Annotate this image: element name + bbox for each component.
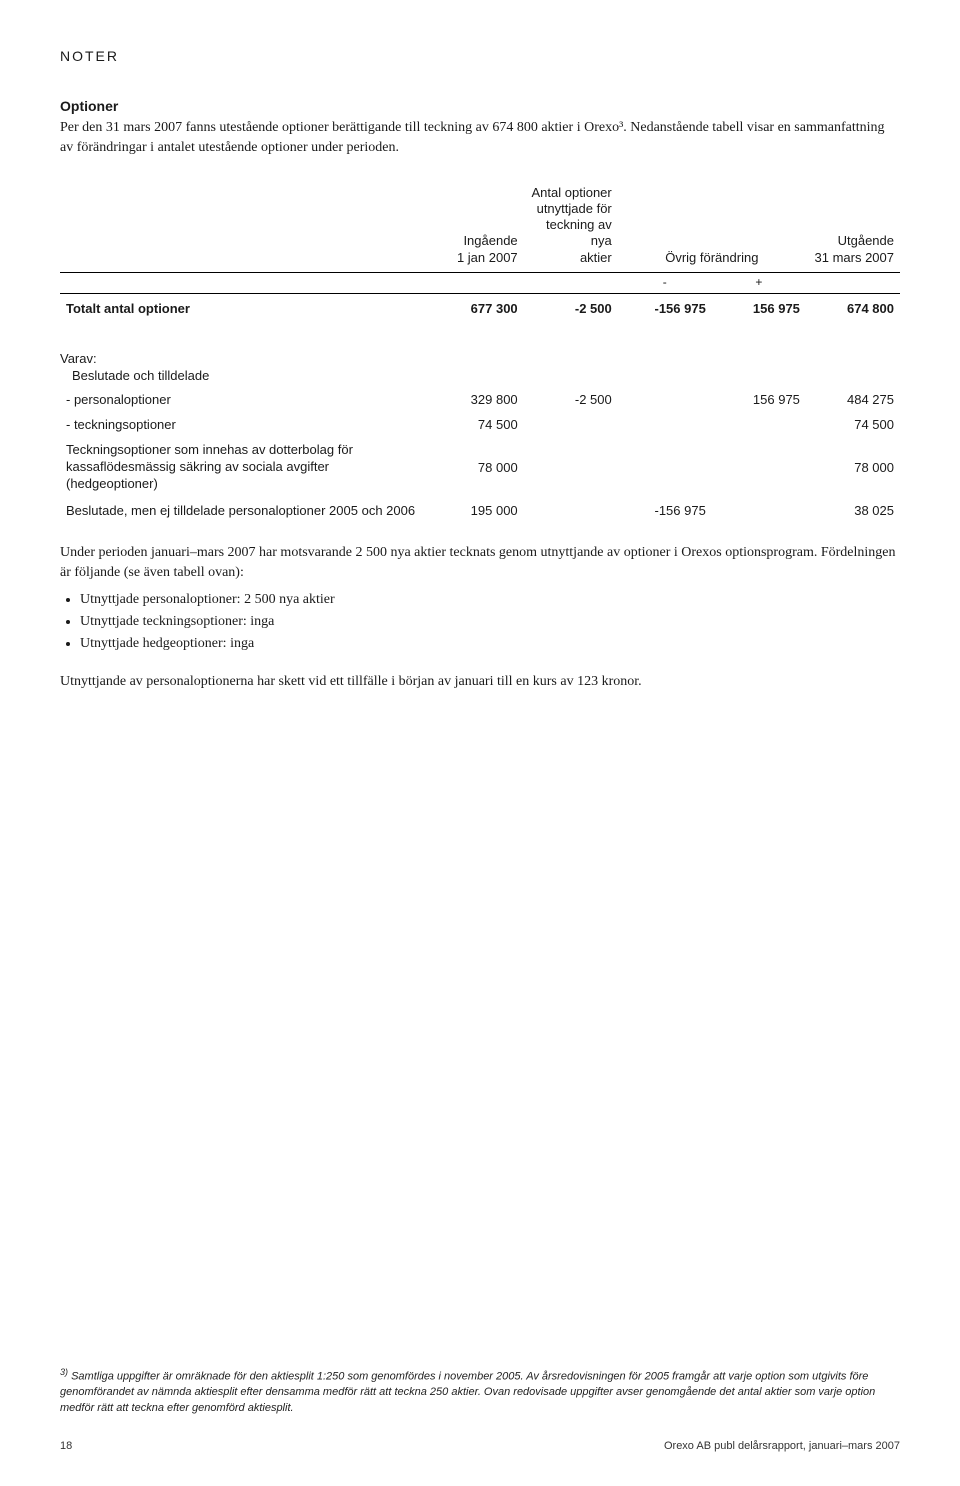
cell [524, 437, 618, 498]
options-title: Optioner [60, 98, 900, 114]
options-summary-table: Ingående 1 jan 2007 Antal optioner utnyt… [60, 181, 900, 323]
list-item: Utnyttjade personaloptioner: 2 500 nya a… [80, 589, 900, 610]
sign-minus: - [618, 272, 712, 293]
options-intro: Per den 31 mars 2007 fanns utestående op… [60, 118, 900, 159]
total-c2: -2 500 [524, 293, 618, 323]
body-paragraph: Under perioden januari–mars 2007 har mot… [60, 543, 900, 584]
table-header-row: Ingående 1 jan 2007 Antal optioner utnyt… [60, 181, 900, 273]
document-page: NOTER Optioner Per den 31 mars 2007 fann… [0, 0, 960, 1486]
cell: 74 500 [806, 412, 900, 437]
bullet-list: Utnyttjade personaloptioner: 2 500 nya a… [62, 589, 900, 654]
cell: 38 025 [806, 498, 900, 523]
total-c1: 677 300 [430, 293, 524, 323]
list-item: Utnyttjade hedgeoptioner: inga [80, 633, 900, 654]
footer-right: Orexo AB publ delårsrapport, januari–mar… [664, 1440, 900, 1452]
footnote: 3) Samtliga uppgifter är omräknade för d… [60, 1366, 900, 1416]
th-ingaende: Ingående 1 jan 2007 [430, 181, 524, 273]
cell [712, 437, 806, 498]
table-row: - personaloptioner 329 800 -2 500 156 97… [60, 387, 900, 412]
varav-table: - personaloptioner 329 800 -2 500 156 97… [60, 387, 900, 523]
th-ovrig: Övrig förändring [618, 181, 806, 273]
cell: -2 500 [524, 387, 618, 412]
cell [524, 498, 618, 523]
cell: 484 275 [806, 387, 900, 412]
cell: 156 975 [712, 387, 806, 412]
cell: 195 000 [430, 498, 524, 523]
row-label: - teckningsoptioner [60, 412, 430, 437]
varav-sub: Beslutade och tilldelade [72, 368, 900, 383]
footnote-text: Samtliga uppgifter är omräknade för den … [60, 1371, 875, 1414]
th-antal-optioner: Antal optioner utnyttjade för teckning a… [524, 181, 618, 273]
list-item: Utnyttjade teckningsoptioner: inga [80, 611, 900, 632]
cell: 78 000 [806, 437, 900, 498]
sign-plus: + [712, 272, 806, 293]
total-label: Totalt antal optioner [60, 293, 430, 323]
cell [618, 437, 712, 498]
table-row: - teckningsoptioner 74 500 74 500 [60, 412, 900, 437]
total-row: Totalt antal optioner 677 300 -2 500 -15… [60, 293, 900, 323]
row-label: - personaloptioner [60, 387, 430, 412]
cell: 78 000 [430, 437, 524, 498]
th-utgaende: Utgående 31 mars 2007 [806, 181, 900, 273]
body-paragraph-2: Utnyttjande av personaloptionerna har sk… [60, 672, 900, 692]
section-header: NOTER [60, 48, 900, 64]
row-label: Teckningsoptioner som innehas av dotterb… [60, 437, 430, 498]
cell: -156 975 [618, 498, 712, 523]
row-label: Beslutade, men ej tilldelade personalopt… [60, 498, 430, 523]
cell [524, 412, 618, 437]
cell [712, 412, 806, 437]
cell [712, 498, 806, 523]
cell: 74 500 [430, 412, 524, 437]
total-c3m: -156 975 [618, 293, 712, 323]
page-number: 18 [60, 1440, 72, 1452]
cell [618, 412, 712, 437]
th-blank [60, 181, 430, 273]
total-c3p: 156 975 [712, 293, 806, 323]
cell: 329 800 [430, 387, 524, 412]
footnote-marker: 3) [60, 1367, 68, 1377]
table-row: Teckningsoptioner som innehas av dotterb… [60, 437, 900, 498]
sign-row: - + [60, 272, 900, 293]
table-row: Beslutade, men ej tilldelade personalopt… [60, 498, 900, 523]
page-footer: 18 Orexo AB publ delårsrapport, januari–… [60, 1440, 900, 1452]
cell [618, 387, 712, 412]
varav-head: Varav: [60, 351, 900, 366]
total-c4: 674 800 [806, 293, 900, 323]
